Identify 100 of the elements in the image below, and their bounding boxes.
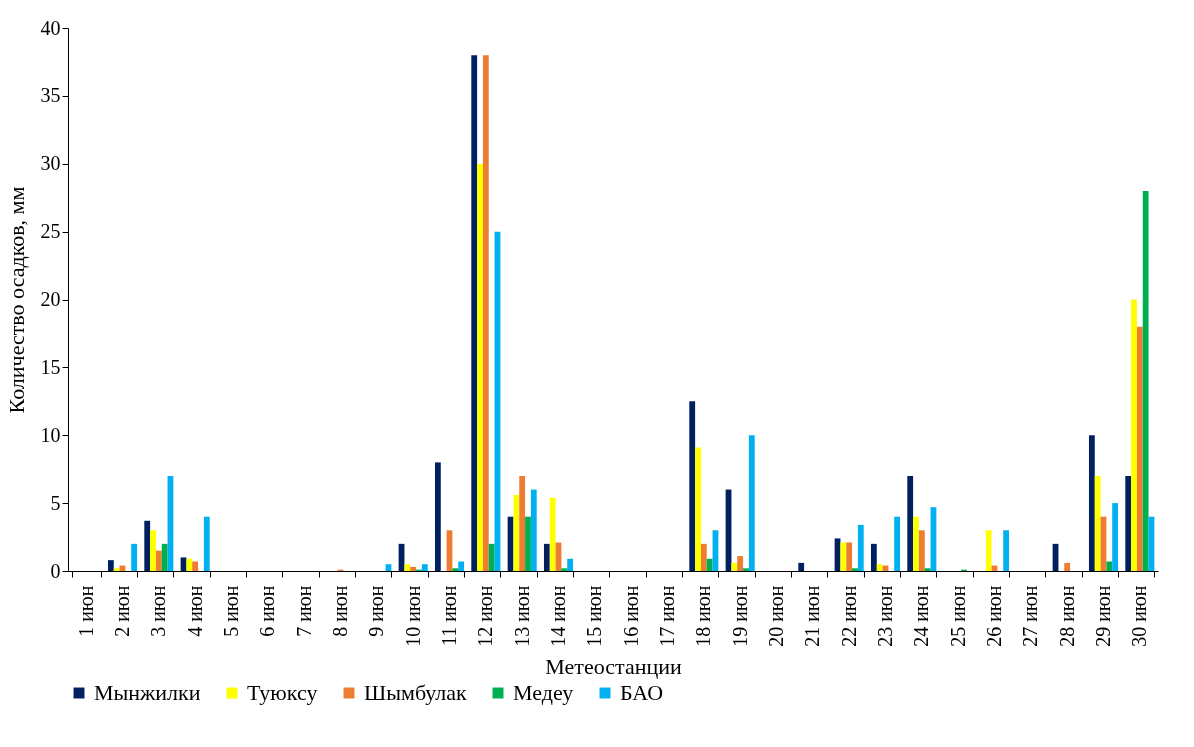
bar bbox=[1112, 503, 1119, 571]
x-tick-label: 28 июн bbox=[1055, 585, 1078, 647]
legend-label: БАО bbox=[620, 680, 664, 705]
y-axis-title: Количество осадков, мм bbox=[3, 186, 29, 414]
bar bbox=[203, 516, 210, 571]
legend-label: Мынжилки bbox=[94, 680, 201, 705]
bar bbox=[161, 543, 168, 571]
x-axis-title: Метеостанции bbox=[545, 653, 682, 679]
bar bbox=[1003, 530, 1010, 571]
x-tick-label: 18 июн bbox=[692, 585, 715, 647]
x-tick-label: 19 июн bbox=[728, 585, 751, 647]
bar bbox=[700, 543, 707, 571]
bar bbox=[706, 558, 713, 571]
bar bbox=[846, 542, 853, 571]
y-tick-label: 35 bbox=[40, 84, 61, 107]
bar bbox=[477, 163, 483, 571]
bar bbox=[876, 564, 883, 571]
bar bbox=[748, 435, 755, 571]
legend-label: Шымбулак bbox=[364, 680, 468, 705]
y-tick-label: 30 bbox=[40, 152, 61, 175]
bar bbox=[385, 564, 392, 571]
x-tick-label: 5 июн bbox=[220, 585, 242, 637]
bar bbox=[857, 524, 864, 571]
x-tick-label: 17 июн bbox=[656, 585, 678, 647]
bar bbox=[410, 566, 417, 571]
bar bbox=[894, 516, 901, 571]
bar bbox=[561, 568, 568, 571]
bar bbox=[530, 489, 537, 571]
x-tick-label: 20 июн bbox=[765, 585, 787, 647]
bar bbox=[155, 550, 162, 571]
x-tick-label: 8 июн bbox=[329, 585, 351, 637]
bar bbox=[985, 530, 992, 571]
x-tick-label: 22 июн bbox=[837, 585, 860, 647]
bar bbox=[1131, 299, 1137, 571]
x-tick-label: 7 июн bbox=[292, 585, 315, 637]
bar bbox=[131, 543, 138, 571]
bar bbox=[186, 558, 193, 571]
bar bbox=[689, 401, 696, 571]
bar bbox=[1136, 326, 1143, 571]
bar bbox=[452, 568, 459, 571]
bar bbox=[731, 562, 738, 571]
bar bbox=[1088, 435, 1095, 571]
x-tick-label: 14 июн bbox=[547, 585, 569, 647]
x-tick-label: 3 июн bbox=[147, 585, 170, 637]
bar bbox=[404, 564, 411, 571]
y-tick-label: 10 bbox=[40, 423, 61, 446]
x-tick-label: 23 июн bbox=[874, 585, 896, 647]
x-tick-label: 27 июн bbox=[1019, 585, 1042, 647]
x-tick-label: 26 июн bbox=[983, 585, 1005, 647]
bar bbox=[549, 497, 556, 571]
bar bbox=[907, 475, 914, 571]
x-tick-label: 25 июн bbox=[946, 585, 969, 647]
x-tick-label: 30 июн bbox=[1128, 585, 1151, 647]
bar bbox=[924, 568, 931, 571]
bar bbox=[913, 516, 919, 571]
bar bbox=[513, 494, 520, 571]
bar bbox=[840, 542, 847, 571]
bar bbox=[434, 462, 441, 571]
legend-label: Медеу bbox=[513, 680, 574, 705]
y-tick-label: 5 bbox=[50, 491, 61, 514]
bar bbox=[798, 562, 805, 571]
bar bbox=[1125, 475, 1132, 571]
bar bbox=[144, 520, 151, 571]
bar bbox=[1106, 561, 1113, 571]
y-tick-label: 15 bbox=[40, 355, 61, 378]
x-tick-label: 16 июн bbox=[619, 585, 642, 647]
x-tick-label: 2 июн bbox=[111, 585, 133, 637]
x-tick-label: 6 июн bbox=[256, 585, 279, 637]
y-tick-label: 25 bbox=[40, 220, 61, 243]
bar bbox=[1142, 190, 1149, 571]
bar bbox=[870, 543, 877, 571]
y-tick-label: 20 bbox=[40, 288, 61, 310]
x-tick-label: 10 июн bbox=[401, 585, 424, 647]
x-tick-label: 4 июн bbox=[183, 585, 206, 637]
x-tick-label: 15 июн bbox=[583, 585, 606, 647]
bar bbox=[567, 558, 574, 571]
bar bbox=[107, 560, 114, 571]
bar bbox=[543, 543, 550, 571]
bar bbox=[1094, 475, 1101, 571]
bar bbox=[471, 55, 478, 571]
x-tick-label: 12 июн bbox=[474, 585, 497, 647]
x-tick-label: 29 июн bbox=[1092, 585, 1114, 647]
legend-label: Туюксу bbox=[247, 680, 318, 705]
y-tick-label: 0 bbox=[50, 559, 61, 582]
bar bbox=[192, 561, 199, 571]
bar bbox=[113, 568, 120, 571]
bar bbox=[743, 568, 749, 571]
x-tick-label: 11 июн bbox=[438, 585, 460, 647]
bar bbox=[918, 530, 925, 571]
x-tick-label: 24 июн bbox=[910, 585, 933, 647]
bar bbox=[482, 55, 489, 571]
y-tick-label: 40 bbox=[40, 16, 61, 39]
x-tick-label: 9 июн bbox=[365, 585, 388, 637]
x-tick-label: 1 июн bbox=[74, 585, 97, 637]
bar bbox=[737, 556, 744, 571]
bar bbox=[421, 564, 428, 571]
bar bbox=[525, 516, 531, 571]
bar bbox=[519, 475, 526, 571]
x-tick-label: 21 июн bbox=[801, 585, 824, 647]
x-tick-label: 13 июн bbox=[510, 585, 533, 647]
